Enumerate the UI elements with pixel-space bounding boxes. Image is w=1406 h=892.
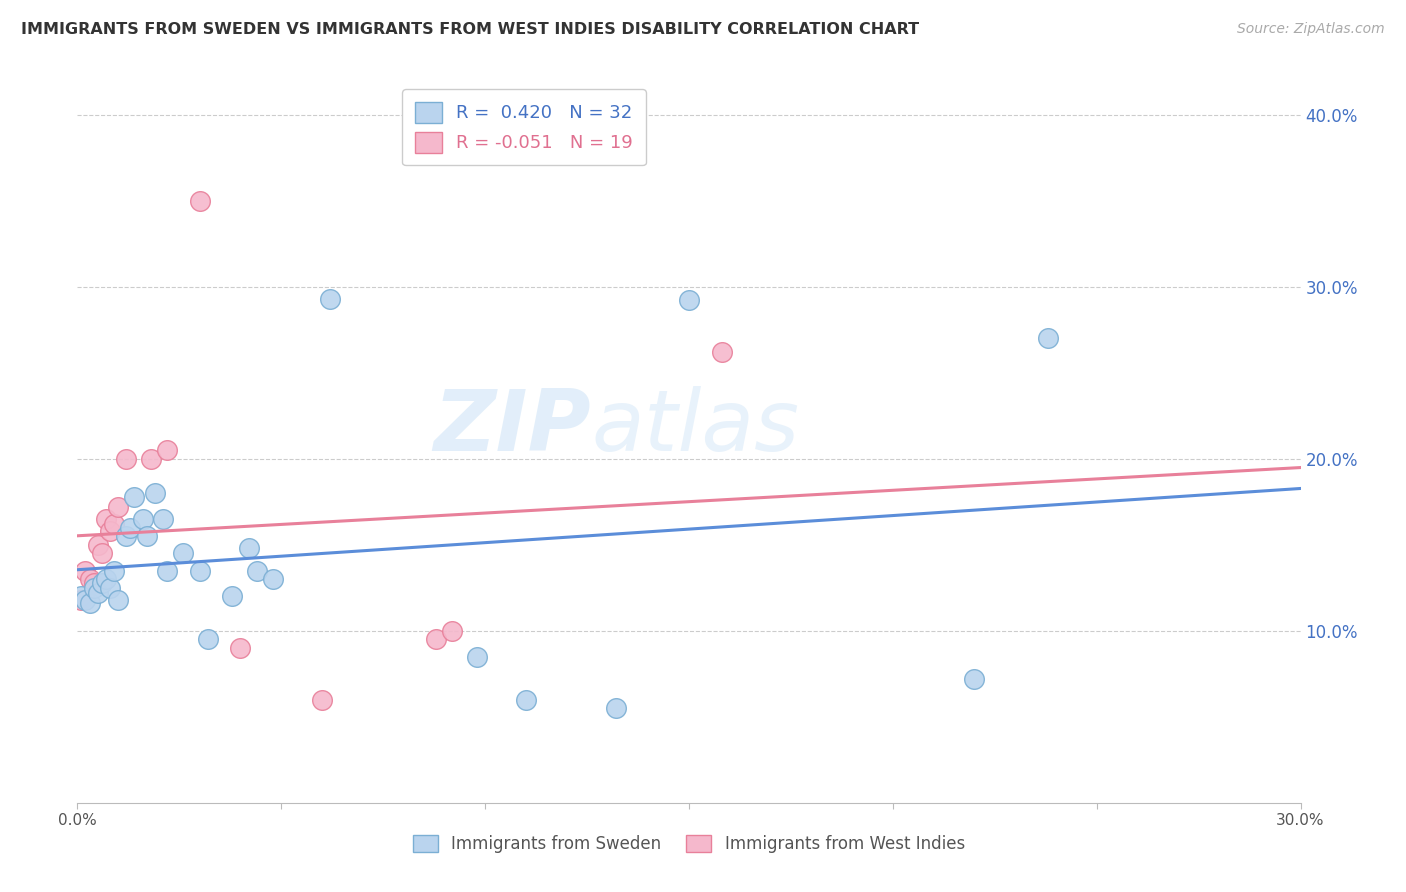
Point <box>83 581 105 595</box>
Point <box>103 564 125 578</box>
Point <box>103 517 125 532</box>
Point <box>70 590 93 604</box>
Point <box>87 538 110 552</box>
Point <box>90 575 112 590</box>
Point <box>238 541 260 556</box>
Point <box>678 293 700 308</box>
Point <box>94 512 117 526</box>
Point <box>107 592 129 607</box>
Point <box>115 529 138 543</box>
Text: Source: ZipAtlas.com: Source: ZipAtlas.com <box>1237 22 1385 37</box>
Point <box>465 649 488 664</box>
Point <box>152 512 174 526</box>
Point <box>425 632 447 647</box>
Point <box>188 194 211 208</box>
Point <box>221 590 243 604</box>
Point <box>115 451 138 466</box>
Point <box>963 672 986 686</box>
Point <box>311 692 333 706</box>
Point <box>156 564 179 578</box>
Text: ZIP: ZIP <box>433 385 591 468</box>
Point <box>94 572 117 586</box>
Point <box>79 596 101 610</box>
Point <box>79 572 101 586</box>
Legend: Immigrants from Sweden, Immigrants from West Indies: Immigrants from Sweden, Immigrants from … <box>406 828 972 860</box>
Point <box>1036 331 1059 345</box>
Text: atlas: atlas <box>591 385 799 468</box>
Point <box>87 586 110 600</box>
Point <box>90 546 112 560</box>
Point <box>156 443 179 458</box>
Point <box>139 451 162 466</box>
Point <box>319 292 342 306</box>
Point <box>441 624 464 638</box>
Point <box>124 490 146 504</box>
Point <box>172 546 194 560</box>
Point <box>131 512 153 526</box>
Point <box>107 500 129 514</box>
Point <box>262 572 284 586</box>
Point <box>120 520 142 534</box>
Point <box>98 581 121 595</box>
Point <box>515 692 537 706</box>
Point <box>188 564 211 578</box>
Point <box>98 524 121 538</box>
Point <box>710 345 733 359</box>
Point <box>605 701 627 715</box>
Point <box>197 632 219 647</box>
Point <box>135 529 157 543</box>
Point <box>75 592 97 607</box>
Point <box>246 564 269 578</box>
Point <box>229 640 252 655</box>
Text: IMMIGRANTS FROM SWEDEN VS IMMIGRANTS FROM WEST INDIES DISABILITY CORRELATION CHA: IMMIGRANTS FROM SWEDEN VS IMMIGRANTS FRO… <box>21 22 920 37</box>
Point <box>75 564 97 578</box>
Point <box>83 575 105 590</box>
Point <box>70 592 93 607</box>
Point <box>143 486 166 500</box>
